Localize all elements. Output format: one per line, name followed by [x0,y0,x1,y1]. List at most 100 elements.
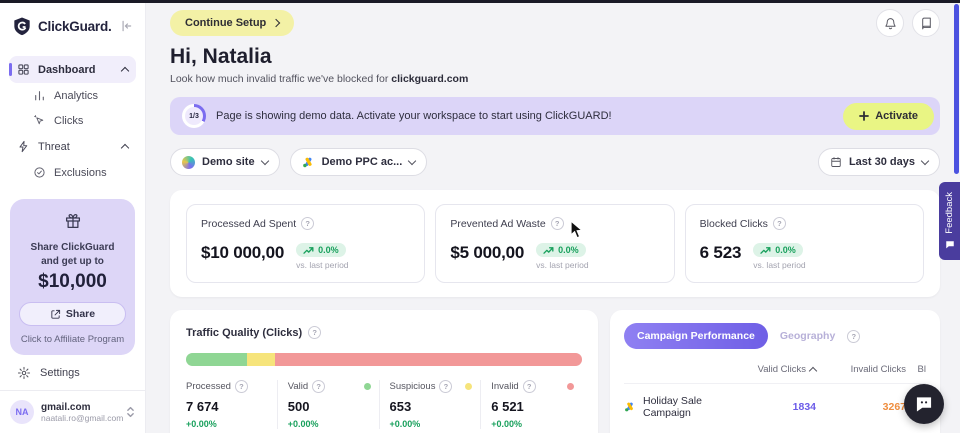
info-icon[interactable] [550,217,564,230]
date-range-selector[interactable]: Last 30 days [817,148,940,176]
affiliate-program-link[interactable]: Click to Affiliate Program [20,334,125,345]
chevron-down-icon [408,156,417,166]
stat-title: Blocked Clicks [699,217,768,230]
vertical-scrollbar[interactable] [954,4,959,174]
sidebar-item-dashboard[interactable]: Dashboard [9,56,136,83]
campaign-table-header: Valid Clicks Invalid Clicks Bl [624,364,926,384]
metric-value: 653 [389,399,412,414]
subtitle-domain: clickguard.com [391,73,469,85]
notifications-button[interactable] [876,9,904,37]
settings-label: Settings [40,367,80,379]
invalid-clicks-value[interactable]: 3267 [882,401,906,413]
column-blocked-clicks[interactable]: Bl [906,364,926,375]
stat-value: $10 000,00 [201,243,285,262]
campaign-tabs: Campaign Performance Geography [624,323,926,349]
page-subtitle: Look how much invalid traffic we've bloc… [170,73,940,85]
feedback-chat-icon [945,240,955,250]
trend-value: 0.0% [558,245,579,255]
stat-title: Prevented Ad Waste [450,217,546,230]
column-invalid-clicks[interactable]: Invalid Clicks [816,364,906,375]
info-icon[interactable] [772,217,786,230]
window-top-edge [0,0,960,3]
metric-value: 7 674 [186,399,219,414]
sidebar-item-label: Dashboard [38,63,96,76]
chevron-down-icon [260,156,269,166]
metric-change: +0.00% [389,419,421,429]
stat-title: Processed Ad Spent [201,217,297,230]
affiliate-promo-card: Share ClickGuard and get up to $10,000 S… [10,199,135,355]
trend-up-icon [543,246,554,254]
user-email: naatali.ro@gmail.com [41,412,124,423]
sidebar-nav: Dashboard Analytics Clicks Threat [0,42,145,185]
info-icon[interactable] [847,329,861,343]
share-button-label: Share [65,308,96,320]
info-icon[interactable] [439,380,453,393]
setup-progress-ring: 1/3 [182,104,206,128]
sidebar-item-label: Threat [38,140,70,153]
invalid-dot-icon [567,383,574,390]
sidebar-item-label: Analytics [54,89,99,102]
valid-dot-icon [363,383,371,390]
help-center-button[interactable] [912,9,940,37]
google-ads-icon [302,156,315,169]
bell-icon [884,17,896,29]
sidebar-item-clicks[interactable]: Clicks [9,108,136,133]
top-bar: Continue Setup [170,9,940,37]
suspicious-dot-icon [465,383,473,390]
sidebar-item-analytics[interactable]: Analytics [9,83,136,108]
metric-value: 6 521 [491,399,524,414]
feedback-tab[interactable]: Feedback [939,182,960,260]
google-ads-icon [624,401,636,413]
user-account-switcher[interactable]: NA gmail.com naatali.ro@gmail.com [0,390,145,433]
share-icon [50,309,61,320]
logo-row: ClickGuard. [0,3,145,42]
sidebar-item-threat[interactable]: Threat [9,133,136,160]
sidebar-item-settings[interactable]: Settings [0,356,145,390]
metric-label: Invalid [491,381,519,392]
main-content: Continue Setup Hi, Natalia Look how much… [146,3,960,433]
site-selector[interactable]: Demo site [170,148,280,176]
stat-card-prevented-ad-waste: Prevented Ad Waste $5 000,00 0.0% vs. la… [435,204,675,283]
demo-data-banner: 1/3 Page is showing demo data. Activate … [170,97,940,135]
sidebar-collapse-icon[interactable] [119,19,133,33]
column-label: Valid Clicks [757,364,806,375]
calendar-icon [830,156,842,168]
chat-launcher-button[interactable] [904,384,944,424]
table-row[interactable]: Holiday Sale Campaign 1834 3267 [624,395,926,419]
activate-button-label: Activate [875,110,918,122]
ppc-account-selector[interactable]: Demo PPC ac... [289,148,428,176]
sidebar-item-exclusions[interactable]: Exclusions [9,160,136,185]
activate-button[interactable]: Activate [843,102,934,130]
info-icon[interactable] [522,380,536,393]
threat-icon [17,140,30,153]
column-valid-clicks[interactable]: Valid Clicks [736,364,818,375]
ppc-account-label: Demo PPC ac... [321,156,403,168]
continue-setup-label: Continue Setup [185,17,267,29]
tab-campaign-performance[interactable]: Campaign Performance [624,323,768,349]
gift-icon [64,213,82,234]
info-icon[interactable] [308,326,322,339]
chevron-up-down-icon [126,405,135,419]
metric-label: Suspicious [389,381,436,392]
metric-invalid: Invalid 6 521 +0.00% [480,380,582,429]
chevron-up-icon [120,66,130,75]
site-selector-label: Demo site [202,156,255,168]
sidebar-item-label: Clicks [54,114,84,127]
valid-clicks-value[interactable]: 1834 [792,401,816,413]
kpi-stats-panel: Processed Ad Spent $10 000,00 0.0% vs. l… [170,190,940,297]
info-icon[interactable] [234,380,248,393]
continue-setup-button[interactable]: Continue Setup [170,10,295,36]
banner-message: Page is showing demo data. Activate your… [216,110,612,122]
app-logo-text: ClickGuard. [38,18,112,34]
promo-amount: $10,000 [38,271,107,292]
info-icon[interactable] [312,380,326,393]
metric-change: +0.00% [186,419,217,429]
sidebar-item-label: Exclusions [54,166,107,179]
info-icon[interactable] [301,217,315,230]
metric-change: +0.00% [491,419,523,429]
exclusions-icon [33,166,46,179]
compare-label: vs. last period [536,260,589,270]
setup-progress-label: 1/3 [185,107,203,125]
tab-geography[interactable]: Geography [780,330,835,342]
share-button[interactable]: Share [19,302,126,326]
